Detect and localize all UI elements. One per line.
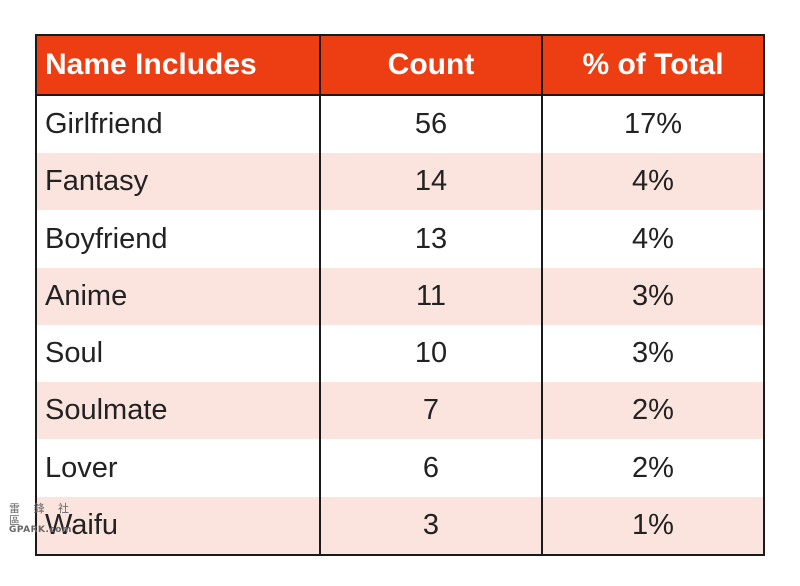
header-row: Name Includes Count % of Total bbox=[36, 35, 764, 96]
table-body: Girlfriend 56 17% Fantasy 14 4% Boyfriend 13 4% A… bbox=[36, 95, 764, 555]
table-row: Lover 6 2% bbox=[36, 439, 764, 497]
data-table: Name Includes Count % of Total Girlfrien… bbox=[35, 34, 765, 556]
percent-of-total-cell: 3% bbox=[541, 324, 764, 383]
name-includes-cell: Soulmate bbox=[36, 382, 320, 440]
count-cell: 56 bbox=[319, 95, 542, 154]
watermark-glyphs: 雷 鋒 社 區 bbox=[9, 502, 74, 527]
column-header-count: Count bbox=[319, 35, 542, 96]
watermark-logo: 雷 鋒 社 區 GPARK.com bbox=[9, 502, 85, 535]
watermark-site: GPARK.com bbox=[9, 525, 72, 536]
percent-of-total-cell: 17% bbox=[541, 95, 764, 154]
name-includes-cell: Girlfriend bbox=[36, 95, 320, 154]
table-row: Soulmate 7 2% bbox=[36, 382, 764, 440]
count-cell: 6 bbox=[319, 439, 542, 497]
name-includes-cell: Soul bbox=[36, 324, 320, 383]
count-cell: 10 bbox=[319, 324, 542, 383]
table-row: Anime 11 3% bbox=[36, 267, 764, 325]
count-cell: 7 bbox=[319, 382, 542, 440]
table-row: Soul 10 3% bbox=[36, 324, 764, 383]
column-header-name-includes: Name Includes bbox=[36, 35, 320, 96]
percent-of-total-cell: 4% bbox=[541, 210, 764, 268]
count-cell: 14 bbox=[319, 153, 542, 211]
column-header-percent-of-total: % of Total bbox=[541, 35, 764, 96]
count-cell: 3 bbox=[319, 496, 542, 555]
percent-of-total-cell: 4% bbox=[541, 153, 764, 211]
table-row: Girlfriend 56 17% bbox=[36, 95, 764, 154]
table-row: Fantasy 14 4% bbox=[36, 153, 764, 211]
table-row: Boyfriend 13 4% bbox=[36, 210, 764, 268]
table-row: Waifu 3 1% bbox=[36, 496, 764, 555]
percent-of-total-cell: 3% bbox=[541, 267, 764, 325]
percent-of-total-cell: 2% bbox=[541, 439, 764, 497]
percent-of-total-cell: 1% bbox=[541, 496, 764, 555]
percent-of-total-cell: 2% bbox=[541, 382, 764, 440]
name-includes-cell: Lover bbox=[36, 439, 320, 497]
name-includes-cell: Anime bbox=[36, 267, 320, 325]
name-includes-cell: Fantasy bbox=[36, 153, 320, 211]
count-cell: 13 bbox=[319, 210, 542, 268]
name-includes-cell: Boyfriend bbox=[36, 210, 320, 268]
name-includes-cell: Waifu bbox=[36, 496, 320, 555]
count-cell: 11 bbox=[319, 267, 542, 325]
